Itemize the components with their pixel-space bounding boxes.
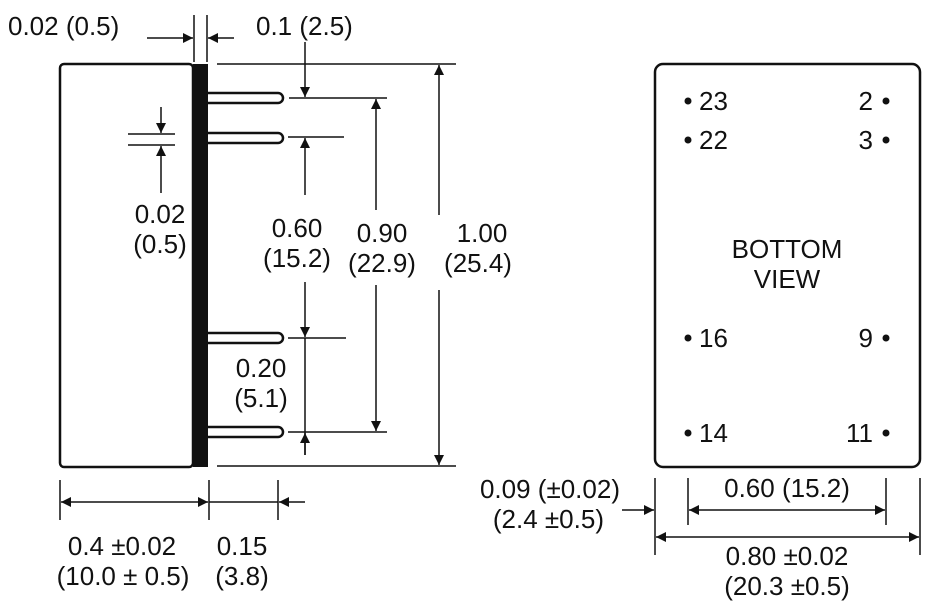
span-060-mm: (15.2): [263, 243, 331, 273]
pcb-board: [193, 64, 208, 467]
pin: [208, 91, 285, 105]
pin-diameter-mm: (0.5): [133, 229, 186, 259]
width-inch: 0.80 ±0.02: [726, 541, 849, 571]
pin-diameter-inch: 0.02: [135, 199, 186, 229]
pin-row-span-label: 0.60 (15.2): [724, 473, 850, 503]
span-090-mm: (22.9): [348, 248, 416, 278]
bottom-view-title: BOTTOM: [732, 234, 843, 264]
side-view: 0.02 (0.5) 0.1 (2.5) 0.02 (0.5) 0.60 (15…: [8, 11, 512, 591]
height-inch: 1.00: [457, 218, 508, 248]
pin-label: 11: [846, 418, 873, 448]
edge-offset-mm: (2.4 ±0.5): [493, 504, 604, 534]
dimension-arrows: [61, 33, 444, 507]
pin-length-mm: (3.8): [215, 561, 268, 591]
pcb-thickness-label: 0.02 (0.5): [8, 11, 119, 41]
pin: [208, 331, 285, 345]
pin-label: 16: [699, 323, 728, 353]
bottom-dimension-lines: [622, 478, 921, 555]
pin: [208, 131, 285, 145]
width-mm: (20.3 ±0.5): [724, 571, 850, 601]
span-090-inch: 0.90: [357, 218, 408, 248]
depth-inch: 0.4 ±0.02: [68, 531, 176, 561]
height-mm: (25.4): [444, 248, 512, 278]
bottom-view-title: VIEW: [754, 264, 821, 294]
pin: [208, 425, 285, 439]
edge-offset-inch: 0.09 (±0.02): [480, 474, 620, 504]
bottom-view: BOTTOM VIEW 23 22 16 14 2 3 9 11: [480, 62, 922, 601]
pin-label: 3: [859, 125, 873, 155]
pitch-020-mm: (5.1): [234, 383, 287, 413]
pin-offset-label: 0.1 (2.5): [256, 11, 353, 41]
pin-length-inch: 0.15: [217, 531, 268, 561]
pin-label: 22: [699, 125, 728, 155]
pin-label: 14: [699, 418, 728, 448]
pin-label: 23: [699, 86, 728, 116]
pin-markers: [684, 97, 890, 437]
pitch-020-inch: 0.20: [236, 353, 287, 383]
module-body: [58, 62, 195, 469]
depth-mm: (10.0 ± 0.5): [57, 561, 190, 591]
pin-label: 2: [859, 86, 873, 116]
pin-label: 9: [859, 323, 873, 353]
module-outline: [653, 62, 922, 469]
span-060-inch: 0.60: [272, 213, 323, 243]
